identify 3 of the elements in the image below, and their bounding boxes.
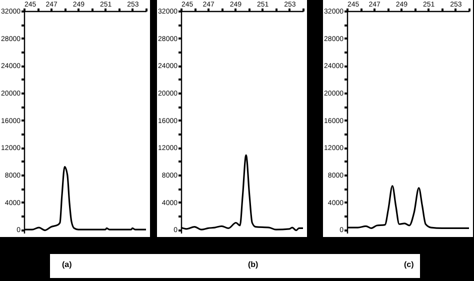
text: (a) [62,260,72,269]
text: (b) [248,260,258,269]
text: (c) [404,260,414,269]
